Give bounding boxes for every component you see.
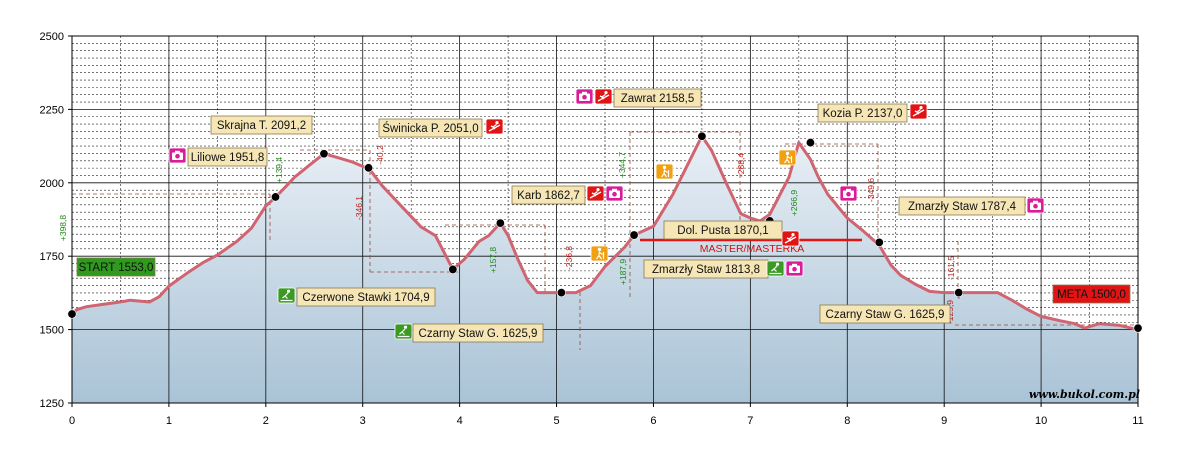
- waypoint-marker: [271, 192, 281, 202]
- camera-icon: [839, 185, 858, 202]
- waypoint-marker: [697, 131, 707, 141]
- waypoint-label-box: [187, 147, 268, 167]
- waypoint-label-box: [898, 196, 1026, 216]
- elevation-diff-label: -349,6: [866, 178, 876, 202]
- route-icons: [168, 88, 1045, 340]
- waypoint-label: META 1500,0: [1057, 289, 1126, 301]
- elevation-diff-label: +157,8: [488, 247, 498, 274]
- waypoint-label-box: [210, 115, 313, 135]
- waypoint-label-box: [412, 323, 544, 343]
- x-tick-label: 10: [1035, 415, 1047, 427]
- waypoint-label: START 1553,0: [79, 262, 154, 274]
- waypoint-marker: [629, 230, 639, 240]
- waypoint-label-box: [378, 118, 483, 138]
- waypoint-marker: [364, 163, 374, 173]
- camera-icon: [785, 260, 804, 277]
- skier-icon: [766, 260, 785, 277]
- waypoint-marker: [1133, 323, 1143, 333]
- waypoint-label: Karb 1862,7: [517, 190, 580, 202]
- x-tick-label: 4: [457, 415, 463, 427]
- axes: 1250 1500 1750 2000 2250 2500 0 1 2 3 4 5 6 7 8 9 10 11: [40, 31, 1144, 427]
- waypoint-label: Zmarzły Staw 1787,4: [908, 201, 1017, 213]
- elevation-diff-label: +344,7: [617, 152, 627, 179]
- waypoint-label-box: [296, 287, 436, 307]
- hiker-icon: [778, 149, 797, 166]
- x-tick-label: 9: [941, 415, 947, 427]
- waypoint-label-box: [663, 220, 783, 240]
- waypoint-label: Liliowe 1951,8: [191, 152, 265, 164]
- master-label: MASTER/MASTERKA: [700, 243, 804, 255]
- waypoint-label: Świnicka P. 2051,0: [382, 122, 478, 135]
- master-annotation: MASTER/MASTERKA: [640, 238, 862, 255]
- x-tick-label: 6: [650, 415, 656, 427]
- waypoint-marker: [805, 138, 815, 148]
- waypoint-label-box: [817, 103, 908, 123]
- camera-icon: [605, 185, 624, 202]
- x-tick-label: 0: [69, 415, 75, 427]
- plot-frame: [71, 35, 1139, 404]
- skier-icon: [394, 323, 413, 340]
- elevation-diff-label: -346,1: [354, 196, 364, 220]
- ski-icon: [909, 103, 928, 120]
- x-tick-label: 5: [553, 415, 559, 427]
- waypoint-marker: [67, 309, 77, 319]
- elevation-diff-label: -161,5: [946, 256, 956, 280]
- y-tick-label: 2000: [40, 178, 64, 190]
- hiker-icon: [590, 245, 609, 262]
- x-tick-label: 3: [360, 415, 366, 427]
- elevation-area: [72, 136, 1138, 403]
- x-tick-label: 7: [747, 415, 753, 427]
- waypoint-marker: [874, 237, 884, 247]
- hiker-icon: [655, 163, 674, 180]
- credit-text: www.bukol.com.pl: [1029, 388, 1140, 401]
- waypoint-label: Skrajna T. 2091,2: [217, 120, 306, 132]
- waypoints: [67, 131, 1143, 333]
- waypoint-label: Zmarzły Staw 1813,8: [652, 264, 760, 276]
- elevation-diff-label: +187,9: [618, 259, 628, 286]
- waypoint-label: Zawrat 2158,5: [621, 93, 695, 105]
- elevation-diff-label: +266,9: [789, 190, 799, 217]
- y-tick-label: 2250: [40, 104, 64, 116]
- y-tick-label: 1500: [40, 325, 64, 337]
- waypoint-label-box: [511, 185, 586, 205]
- x-tick-label: 2: [263, 415, 269, 427]
- elevation-diff-label: +139,4: [274, 157, 284, 184]
- waypoint-marker: [319, 149, 329, 159]
- x-tick-label: 1: [166, 415, 172, 427]
- elevation-diff-label: -40,2: [375, 145, 385, 165]
- elevation-diff-label: -236,8: [564, 246, 574, 270]
- waypoint-label: Dol. Pusta 1870,1: [677, 225, 768, 237]
- waypoint-label: Czarny Staw G. 1625,9: [826, 309, 945, 321]
- camera-icon: [1026, 197, 1045, 214]
- waypoint-marker: [954, 288, 964, 298]
- skier-icon: [277, 287, 296, 304]
- waypoint-marker: [556, 288, 566, 298]
- waypoint-marker: [495, 218, 505, 228]
- waypoint-label: Czerwone Stawki 1704,9: [302, 292, 429, 304]
- waypoint-labels: START 1553,0 Liliowe 1951,8 Skrajna T. 209…: [76, 88, 1131, 343]
- ski-icon: [781, 230, 800, 247]
- y-tick-label: 1750: [40, 251, 64, 263]
- waypoint-label-box: [1052, 284, 1131, 304]
- elevation-guides: [72, 131, 1138, 350]
- elevation-diff-label: +398,8: [58, 215, 68, 242]
- y-tick-label: 2500: [40, 31, 64, 43]
- elevation-diff-label: -288,4: [736, 153, 746, 177]
- ski-icon: [485, 118, 504, 135]
- y-tick-label: 1250: [40, 398, 64, 410]
- x-tick-label: 8: [844, 415, 850, 427]
- ski-icon: [594, 88, 613, 105]
- waypoint-label-box: [76, 257, 156, 277]
- x-tick-label: 11: [1132, 415, 1143, 427]
- ski-icon: [586, 185, 605, 202]
- waypoint-label-box: [613, 88, 702, 108]
- waypoint-marker: [448, 264, 458, 274]
- waypoint-label: Kozia P. 2137,0: [823, 108, 903, 120]
- camera-icon: [575, 88, 594, 105]
- waypoint-label: Czarny Staw G. 1625,9: [419, 328, 538, 340]
- waypoint-label-box: [819, 304, 951, 324]
- camera-icon: [168, 147, 187, 164]
